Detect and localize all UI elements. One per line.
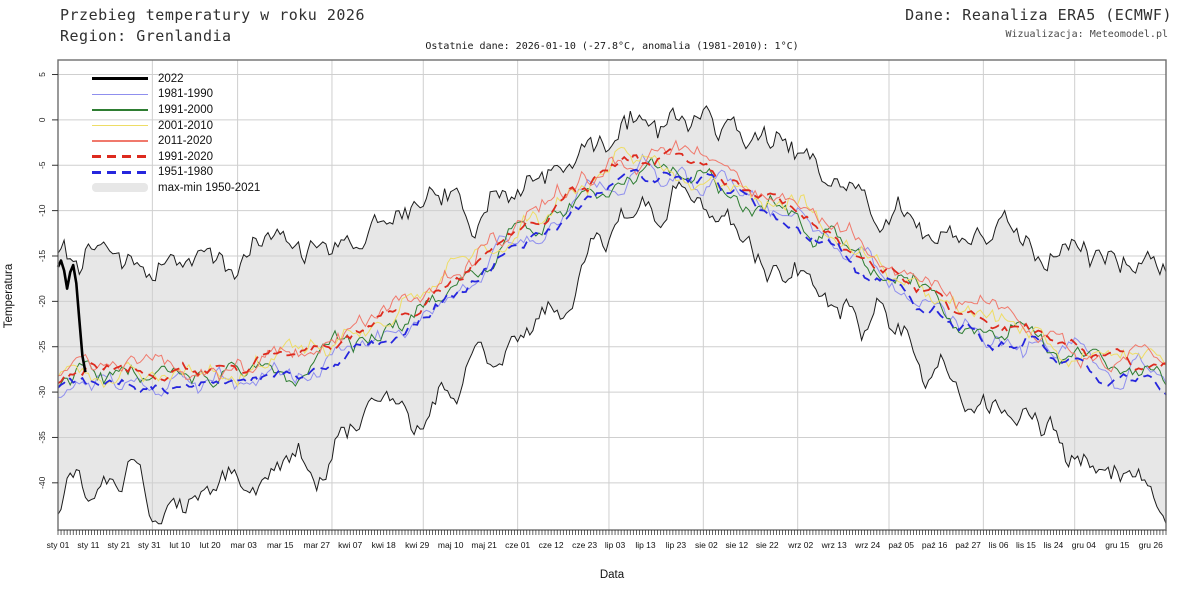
svg-text:-10: -10: [37, 204, 47, 217]
legend-item-1991-2000: 1991-2000: [92, 102, 260, 118]
svg-text:lip 03: lip 03: [605, 540, 626, 550]
svg-text:sty 11: sty 11: [77, 540, 99, 550]
legend-swatch-1981-1990: [92, 93, 148, 96]
svg-text:cze 23: cze 23: [572, 540, 597, 550]
svg-text:lip 13: lip 13: [635, 540, 656, 550]
svg-text:sty 31: sty 31: [138, 540, 161, 550]
svg-text:-5: -5: [37, 161, 47, 169]
svg-text:0: 0: [37, 117, 47, 122]
grid-lines: [58, 60, 1166, 530]
svg-text:mar 15: mar 15: [267, 540, 294, 550]
svg-text:wrz 24: wrz 24: [854, 540, 880, 550]
legend-label: 2001-2010: [158, 119, 213, 132]
chart-region-subtitle: Region: Grenlandia: [60, 27, 232, 45]
legend-swatch-1991-2020: [92, 155, 148, 159]
svg-text:maj 10: maj 10: [438, 540, 464, 550]
svg-text:gru 26: gru 26: [1139, 540, 1163, 550]
svg-text:lip 23: lip 23: [666, 540, 687, 550]
legend-label: 1981-1990: [158, 88, 213, 101]
svg-text:kwi 29: kwi 29: [405, 540, 429, 550]
svg-text:lut 20: lut 20: [200, 540, 221, 550]
visualization-credit: Wizualizacja: Meteomodel.pl: [1005, 29, 1168, 40]
svg-text:cze 01: cze 01: [505, 540, 530, 550]
svg-text:-15: -15: [37, 250, 47, 263]
svg-text:sie 22: sie 22: [756, 540, 779, 550]
legend-swatch-2001-2010: [92, 124, 148, 127]
legend-swatch-1951-1980: [92, 170, 148, 174]
svg-text:mar 03: mar 03: [230, 540, 257, 550]
svg-text:-40: -40: [37, 476, 47, 489]
svg-text:lis 24: lis 24: [1043, 540, 1063, 550]
axes: 5 0 -5 -10 -15 -20 -25 -30 -35 -40 sty 01 sty 11 sty…: [37, 59, 1167, 550]
climatology-series: [57, 139, 1167, 398]
svg-text:sie 12: sie 12: [725, 540, 748, 550]
svg-text:kwi 07: kwi 07: [338, 540, 362, 550]
svg-text:sty 21: sty 21: [108, 540, 131, 550]
legend-item-1981-1990: 1981-1990: [92, 87, 260, 103]
maxmin-outlines: [57, 105, 1167, 525]
svg-text:sty 01: sty 01: [47, 540, 70, 550]
legend-swatch-2022: [92, 77, 148, 81]
current-year-line: [56, 259, 87, 373]
data-source-label: Dane: Reanaliza ERA5 (ECMWF): [905, 6, 1172, 24]
svg-text:-30: -30: [37, 386, 47, 399]
legend-item-2011-2020: 2011-2020: [92, 133, 260, 149]
chart-title: Przebieg temperatury w roku 2026: [60, 6, 365, 24]
svg-text:lis 15: lis 15: [1016, 540, 1036, 550]
svg-text:kwi 18: kwi 18: [372, 540, 396, 550]
legend-label: 2011-2020: [158, 135, 213, 148]
legend-item-1991-2020: 1991-2020: [92, 149, 260, 165]
legend-item-maxmin-band: max-min 1950-2021: [92, 180, 260, 196]
svg-text:paź 16: paź 16: [922, 540, 948, 550]
svg-text:lut 10: lut 10: [169, 540, 190, 550]
legend-swatch-maxmin-band: [92, 183, 148, 193]
svg-text:-20: -20: [37, 295, 47, 308]
x-axis-title: Data: [599, 569, 625, 581]
legend-swatch-1991-2000: [92, 109, 148, 111]
legend-item-1951-1980: 1951-1980: [92, 165, 260, 181]
svg-text:maj 21: maj 21: [471, 540, 497, 550]
legend-label: 2022: [158, 72, 184, 85]
legend-item-2022: 2022: [92, 71, 260, 87]
svg-text:mar 27: mar 27: [304, 540, 331, 550]
svg-text:gru 04: gru 04: [1072, 540, 1096, 550]
legend-label: max-min 1950-2021: [158, 181, 261, 194]
legend-label: 1951-1980: [158, 166, 213, 179]
svg-text:wrz 02: wrz 02: [787, 540, 813, 550]
svg-text:5: 5: [37, 72, 47, 77]
legend-label: 1991-2020: [158, 150, 213, 163]
svg-text:paź 27: paź 27: [955, 540, 981, 550]
maxmin-band: [58, 106, 1166, 524]
legend-item-2001-2010: 2001-2010: [92, 118, 260, 134]
svg-text:-25: -25: [37, 340, 47, 353]
svg-text:wrz 13: wrz 13: [821, 540, 847, 550]
last-data-subtitle: Ostatnie dane: 2026-01-10 (-27.8°C, anom…: [425, 41, 799, 52]
chart-legend: 2022 1981-1990 1991-2000 2001-2010 2011-…: [92, 71, 260, 196]
svg-text:-35: -35: [37, 431, 47, 444]
legend-label: 1991-2000: [158, 103, 213, 116]
legend-swatch-2011-2020: [92, 140, 148, 142]
svg-text:lis 06: lis 06: [989, 540, 1009, 550]
svg-text:paź 05: paź 05: [888, 540, 914, 550]
svg-text:gru 15: gru 15: [1105, 540, 1129, 550]
svg-text:sie 02: sie 02: [695, 540, 718, 550]
svg-text:cze 12: cze 12: [539, 540, 564, 550]
